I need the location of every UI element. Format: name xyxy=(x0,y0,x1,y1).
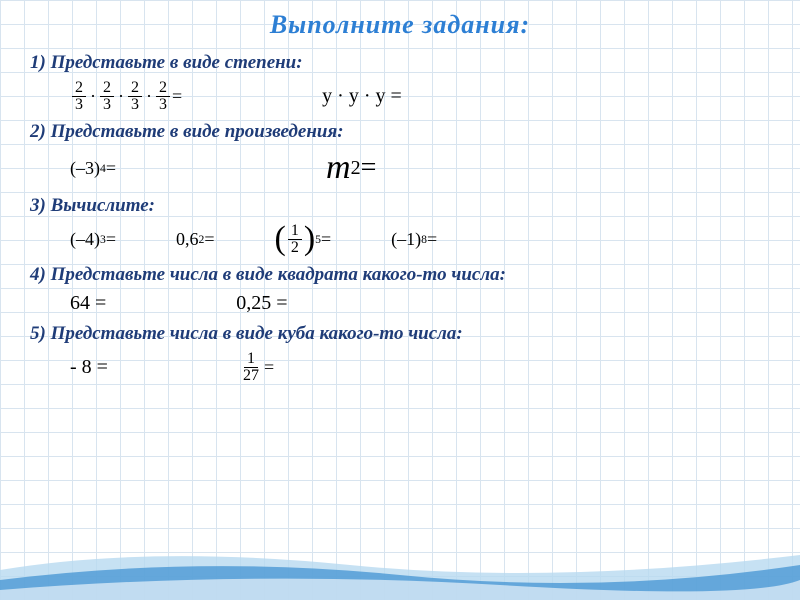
section-3-row: (–4)3 = 0,62 = ( 12 )5 = (–1)8 = xyxy=(70,223,770,256)
expr-4b: 0,25 = xyxy=(236,292,287,315)
expr-2b: m2 = xyxy=(326,149,376,187)
section-3-label: 3) Вычислите: xyxy=(30,195,770,217)
content-area: Выполните задания: 1) Представьте в виде… xyxy=(0,0,800,384)
section-4-label: 4) Представьте числа в виде квадрата как… xyxy=(30,264,770,286)
section-1-label: 1) Представьте в виде степени: xyxy=(30,52,770,74)
expr-3a: (–4)3 = xyxy=(70,229,116,250)
expr-3d: (–1)8 = xyxy=(391,229,437,250)
section-2-label: 2) Представьте в виде произведения: xyxy=(30,121,770,143)
expr-5b: 127 = xyxy=(238,351,274,384)
expr-5a: - 8 = xyxy=(70,356,108,379)
expr-3b: 0,62 = xyxy=(176,229,215,250)
section-1-row: 23· 23· 23· 23 = y · y · y = xyxy=(70,80,770,113)
page-title: Выполните задания: xyxy=(30,10,770,40)
expr-4a: 64 = xyxy=(70,292,106,315)
section-5-label: 5) Представьте числа в виде куба какого-… xyxy=(30,323,770,345)
wave-decoration xyxy=(0,540,800,600)
section-2-row: (–3)4 = m2 = xyxy=(70,149,770,187)
expr-1a: 23· 23· 23· 23 = xyxy=(70,80,182,113)
expr-1b: y · y · y = xyxy=(322,85,402,108)
expr-3c: ( 12 )5 = xyxy=(275,223,332,256)
section-4-row: 64 = 0,25 = xyxy=(70,292,770,315)
expr-2a: (–3)4 = xyxy=(70,158,116,179)
section-5-row: - 8 = 127 = xyxy=(70,351,770,384)
